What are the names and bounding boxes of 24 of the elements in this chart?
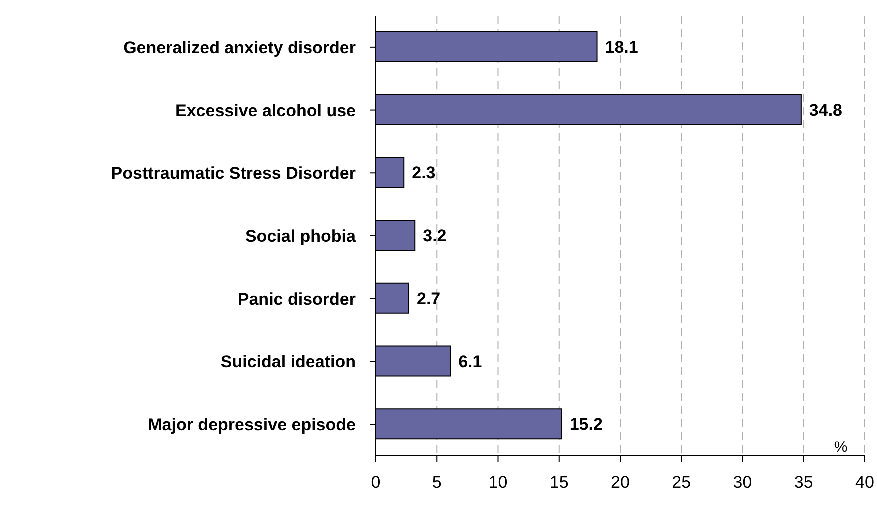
y-tick-label: Panic disorder	[238, 290, 356, 309]
data-label: 3.2	[423, 226, 447, 246]
x-tick-label: 0	[371, 473, 381, 492]
y-tick-label: Excessive alcohol use	[176, 101, 356, 120]
y-tick-label: Suicidal ideation	[220, 352, 356, 372]
data-label: 6.1	[458, 352, 482, 372]
x-tick-label: 20	[611, 473, 630, 492]
x-tick-label: 35	[794, 473, 814, 492]
x-tick-label: 5	[432, 473, 442, 492]
x-tick-label: 30	[733, 473, 752, 492]
data-label: 34.8	[809, 100, 843, 120]
y-tick-label: Major depressive episode	[148, 416, 356, 435]
y-tick-label: Social phobia	[245, 227, 357, 246]
x-tick-label: 10	[488, 473, 508, 492]
x-axis-title: %	[834, 439, 848, 456]
x-tick-label: 40	[856, 473, 874, 492]
x-tick-label: 15	[550, 473, 569, 492]
data-label: 2.3	[412, 164, 436, 183]
data-label: 18.1	[605, 38, 638, 58]
x-tick-label: 25	[672, 473, 692, 492]
data-label: 15.2	[570, 415, 603, 434]
data-label: 2.7	[417, 289, 441, 308]
y-tick-label: Posttraumatic Stress Disorder	[111, 164, 356, 184]
y-tick-label: Generalized anxiety disorder	[124, 38, 356, 58]
